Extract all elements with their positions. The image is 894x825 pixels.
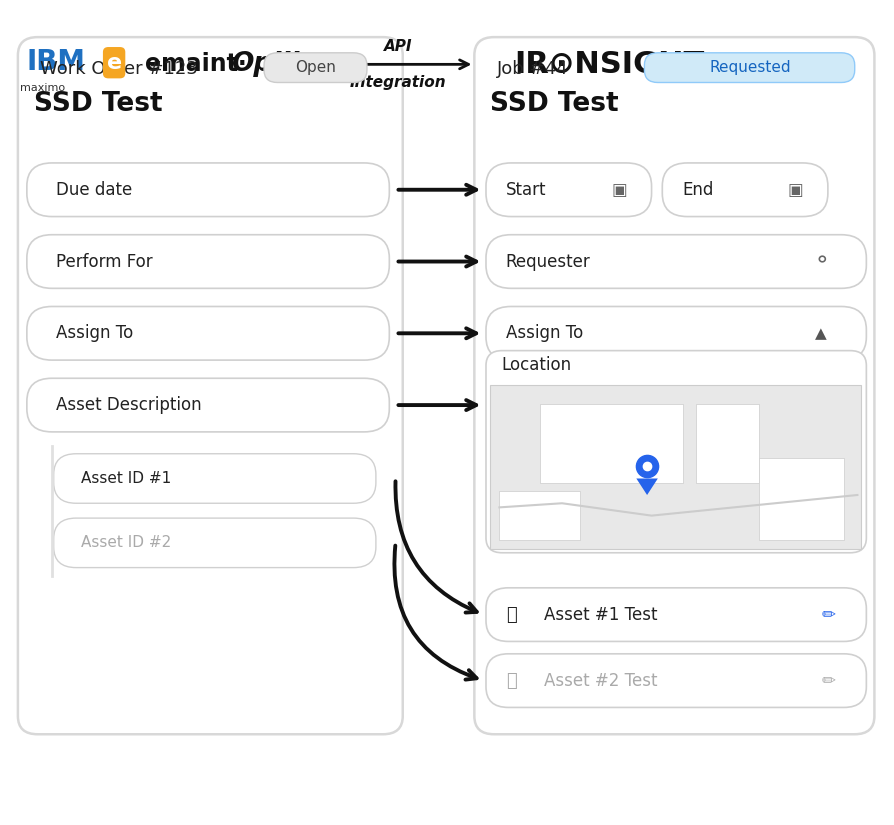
Text: maximo: maximo bbox=[21, 83, 65, 93]
Text: ▣: ▣ bbox=[787, 181, 803, 199]
Text: Due date: Due date bbox=[56, 181, 132, 199]
FancyBboxPatch shape bbox=[54, 454, 375, 503]
FancyBboxPatch shape bbox=[18, 37, 402, 734]
Text: SSD Test: SSD Test bbox=[34, 91, 163, 117]
FancyBboxPatch shape bbox=[696, 404, 758, 483]
FancyBboxPatch shape bbox=[499, 491, 579, 540]
Text: Job #44: Job #44 bbox=[496, 60, 568, 78]
Text: ▲: ▲ bbox=[814, 326, 826, 341]
Text: Asset #2 Test: Asset #2 Test bbox=[544, 672, 657, 690]
FancyBboxPatch shape bbox=[485, 306, 865, 360]
FancyBboxPatch shape bbox=[644, 53, 854, 82]
Text: Asset ID #2: Asset ID #2 bbox=[80, 535, 171, 550]
Text: SSD Test: SSD Test bbox=[490, 91, 619, 117]
Text: Asset #1 Test: Asset #1 Test bbox=[544, 606, 657, 624]
Text: Requested: Requested bbox=[708, 60, 790, 75]
FancyBboxPatch shape bbox=[27, 234, 389, 288]
Text: Integration: Integration bbox=[350, 75, 446, 90]
FancyBboxPatch shape bbox=[474, 37, 873, 734]
Text: Asset Description: Asset Description bbox=[56, 396, 202, 414]
Text: Requester: Requester bbox=[505, 252, 590, 271]
Text: ▣: ▣ bbox=[611, 181, 627, 199]
Text: ⚬: ⚬ bbox=[812, 252, 831, 271]
FancyBboxPatch shape bbox=[485, 351, 865, 553]
Text: End: End bbox=[681, 181, 713, 199]
FancyBboxPatch shape bbox=[485, 234, 865, 288]
Text: ✏: ✏ bbox=[821, 672, 835, 690]
Text: emaint·: emaint· bbox=[145, 52, 247, 77]
Text: IBM: IBM bbox=[27, 48, 86, 76]
Text: Asset ID #1: Asset ID #1 bbox=[80, 471, 171, 486]
Text: ⎙: ⎙ bbox=[505, 606, 516, 624]
FancyBboxPatch shape bbox=[485, 653, 865, 708]
Text: Oplii: Oplii bbox=[231, 51, 299, 78]
FancyBboxPatch shape bbox=[54, 518, 375, 568]
Text: Assign To: Assign To bbox=[505, 324, 582, 342]
FancyBboxPatch shape bbox=[485, 587, 865, 642]
Text: Open: Open bbox=[295, 60, 336, 75]
Text: Perform For: Perform For bbox=[56, 252, 153, 271]
FancyBboxPatch shape bbox=[27, 378, 389, 432]
FancyBboxPatch shape bbox=[539, 404, 682, 483]
Text: Start: Start bbox=[505, 181, 545, 199]
FancyBboxPatch shape bbox=[27, 163, 389, 216]
Polygon shape bbox=[636, 478, 657, 495]
FancyBboxPatch shape bbox=[490, 385, 860, 549]
FancyBboxPatch shape bbox=[264, 53, 367, 82]
Text: e: e bbox=[106, 53, 122, 73]
Text: ⎙: ⎙ bbox=[505, 672, 516, 690]
Text: Work Order #123: Work Order #123 bbox=[40, 60, 198, 78]
Text: API: API bbox=[384, 39, 412, 54]
Text: Assign To: Assign To bbox=[56, 324, 133, 342]
Text: IR⊙NSIGHT: IR⊙NSIGHT bbox=[514, 50, 704, 79]
Text: Location: Location bbox=[501, 356, 570, 374]
FancyBboxPatch shape bbox=[662, 163, 827, 216]
FancyBboxPatch shape bbox=[485, 163, 651, 216]
FancyBboxPatch shape bbox=[27, 306, 389, 360]
FancyBboxPatch shape bbox=[103, 47, 125, 78]
FancyBboxPatch shape bbox=[758, 458, 843, 540]
Text: ✏: ✏ bbox=[821, 606, 835, 624]
